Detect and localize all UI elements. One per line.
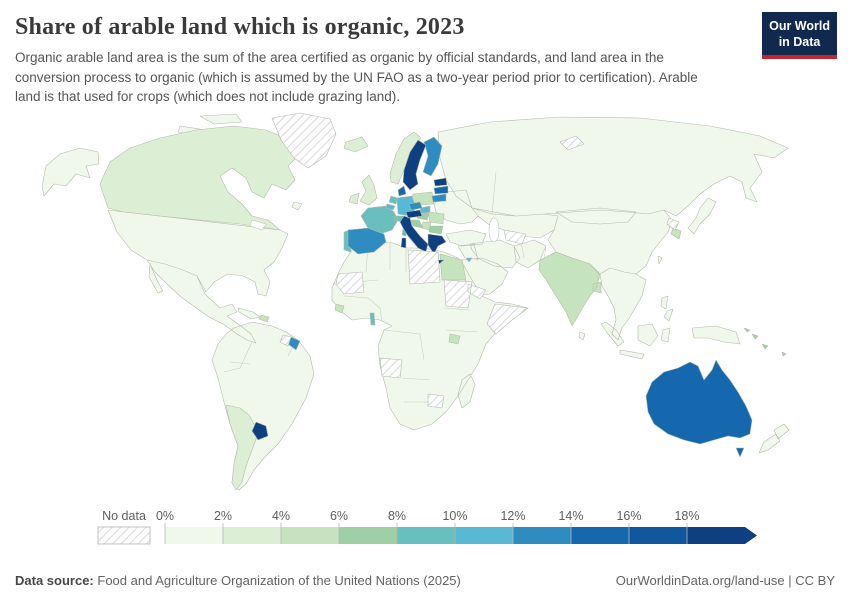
data-source-text: Food and Agriculture Organization of the…	[97, 573, 461, 588]
legend-cell-8[interactable]	[629, 527, 687, 544]
legend-cell-7[interactable]	[571, 527, 629, 544]
legend-tick-3: 6%	[330, 509, 348, 523]
page-title: Share of arable land which is organic, 2…	[15, 14, 465, 40]
legend-tick-7: 14%	[558, 509, 583, 523]
owid-logo-line1: Our World	[769, 19, 830, 33]
legend-tick-5: 10%	[442, 509, 467, 523]
no-data-swatch[interactable]	[97, 526, 151, 545]
countries-6-8pct[interactable]	[409, 211, 787, 357]
chart-header: Share of arable land which is organic, 2…	[0, 0, 850, 107]
world-map[interactable]	[0, 112, 850, 510]
legend-cell-0[interactable]	[165, 527, 223, 544]
legend-tick-0: 0%	[156, 509, 174, 523]
legend-cell-2[interactable]	[281, 527, 339, 544]
map-legend: No data 0% 2% 4% 6%	[0, 503, 850, 558]
legend-arrow	[745, 527, 757, 544]
legend-tick-4: 8%	[388, 509, 406, 523]
legend-tick-6: 12%	[500, 509, 525, 523]
data-source: Data source: Food and Agriculture Organi…	[15, 573, 461, 588]
countries-12-14pct[interactable]	[287, 136, 447, 351]
legend-cell-3[interactable]	[339, 527, 397, 544]
legend-tick-9: 18%	[674, 509, 699, 523]
countries-14-16pct[interactable]	[397, 185, 753, 458]
legend-tick-1: 2%	[214, 509, 232, 523]
legend-cell-4[interactable]	[397, 527, 455, 544]
owid-logo-line2: in Data	[778, 34, 821, 49]
no-data-regions[interactable]	[271, 112, 680, 409]
countries-4-6pct[interactable]	[258, 191, 682, 345]
great-lakes	[249, 219, 267, 231]
chart-subtitle: Organic arable land area is the sum of t…	[15, 50, 698, 105]
legend-cell-6[interactable]	[513, 527, 571, 544]
footer-separator: |	[788, 573, 792, 588]
license-badge: CC BY	[795, 573, 835, 588]
chart-footer: Data source: Food and Agriculture Organi…	[15, 573, 835, 588]
owid-logo[interactable]: Our World in Data	[762, 12, 837, 60]
caspian-sea	[488, 217, 500, 243]
no-data-label: No data	[102, 509, 146, 523]
country-borders	[223, 171, 547, 425]
legend-cell-5[interactable]	[455, 527, 513, 544]
legend-tick-2: 4%	[272, 509, 290, 523]
data-source-label: Data source:	[15, 573, 94, 588]
owid-url-link[interactable]: OurWorldinData.org/land-use	[615, 573, 785, 588]
legend-cell-1[interactable]	[223, 527, 281, 544]
footer-links: OurWorldinData.org/land-use | CC BY	[616, 573, 835, 588]
legend-tick-8: 16%	[616, 509, 641, 523]
legend-cell-9[interactable]	[687, 527, 745, 544]
